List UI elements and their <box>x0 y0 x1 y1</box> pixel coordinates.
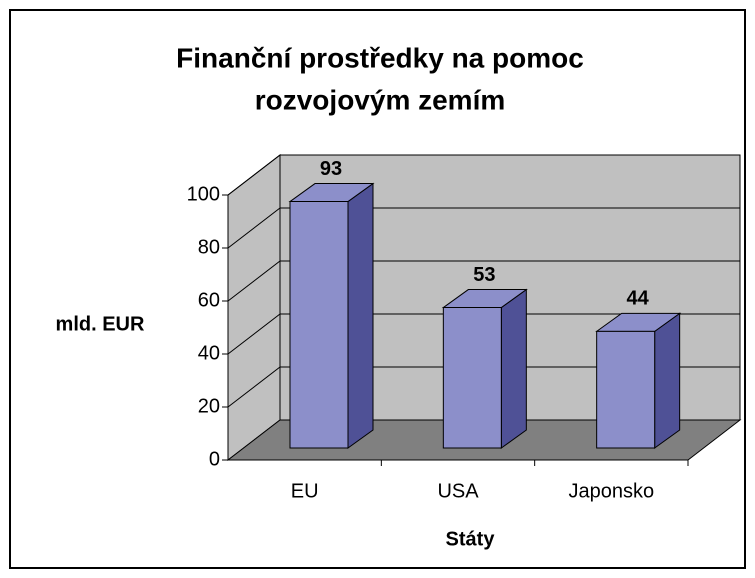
grid-line <box>227 313 740 355</box>
bar-front <box>596 330 656 449</box>
left-wall <box>227 153 281 462</box>
y-tick-label: 0 <box>209 448 220 470</box>
chart-subtitle: rozvojovým zemím <box>255 84 506 115</box>
grid-line <box>227 154 740 196</box>
bar-side <box>347 182 374 449</box>
x-tick-label: USA <box>437 480 479 502</box>
grid-line <box>227 366 740 408</box>
bar <box>595 312 682 449</box>
value-label: 44 <box>627 288 650 310</box>
y-axis-label: mld. EUR <box>56 313 145 335</box>
bar-side <box>654 312 681 449</box>
bar <box>441 288 528 449</box>
chart-title: Finanční prostředky na pomoc <box>176 42 584 73</box>
x-tick-label: EU <box>291 480 319 502</box>
bar-front <box>442 307 502 449</box>
y-tick-label: 80 <box>198 236 220 258</box>
bar <box>288 182 375 449</box>
y-tick-label: 60 <box>198 289 220 311</box>
grid-line <box>227 207 740 249</box>
y-tick-label: 40 <box>198 342 220 364</box>
grid-line <box>227 260 740 302</box>
y-tick-label: 100 <box>187 183 220 205</box>
x-axis-label: Státy <box>446 528 496 550</box>
value-label: 53 <box>473 264 495 286</box>
bar-side <box>500 288 527 449</box>
bar-front <box>289 201 349 449</box>
x-tick-label: Japonsko <box>569 480 655 502</box>
y-tick-label: 20 <box>198 395 220 417</box>
value-label: 93 <box>320 158 342 180</box>
